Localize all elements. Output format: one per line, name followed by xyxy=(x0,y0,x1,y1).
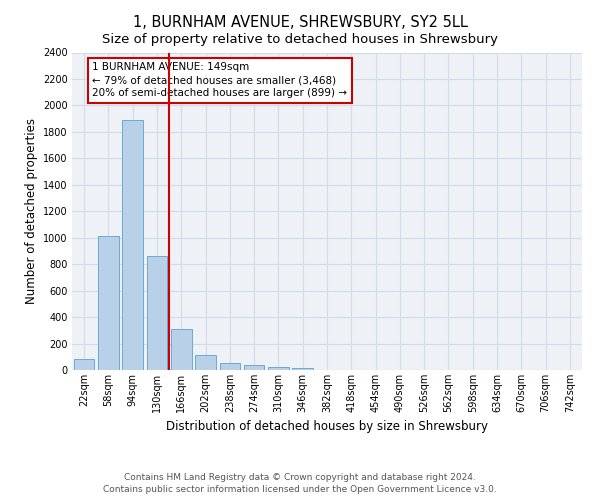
Bar xyxy=(244,364,265,370)
Bar xyxy=(146,256,167,370)
Y-axis label: Number of detached properties: Number of detached properties xyxy=(25,118,38,304)
Bar xyxy=(292,368,313,370)
Bar xyxy=(220,364,240,370)
Text: Size of property relative to detached houses in Shrewsbury: Size of property relative to detached ho… xyxy=(102,32,498,46)
Text: 1, BURNHAM AVENUE, SHREWSBURY, SY2 5LL: 1, BURNHAM AVENUE, SHREWSBURY, SY2 5LL xyxy=(133,15,467,30)
Text: Contains HM Land Registry data © Crown copyright and database right 2024.
Contai: Contains HM Land Registry data © Crown c… xyxy=(103,472,497,494)
Bar xyxy=(122,120,143,370)
Bar xyxy=(98,236,119,370)
X-axis label: Distribution of detached houses by size in Shrewsbury: Distribution of detached houses by size … xyxy=(166,420,488,434)
Bar xyxy=(171,329,191,370)
Bar xyxy=(268,368,289,370)
Bar xyxy=(74,360,94,370)
Bar xyxy=(195,356,216,370)
Text: 1 BURNHAM AVENUE: 149sqm
← 79% of detached houses are smaller (3,468)
20% of sem: 1 BURNHAM AVENUE: 149sqm ← 79% of detach… xyxy=(92,62,347,98)
